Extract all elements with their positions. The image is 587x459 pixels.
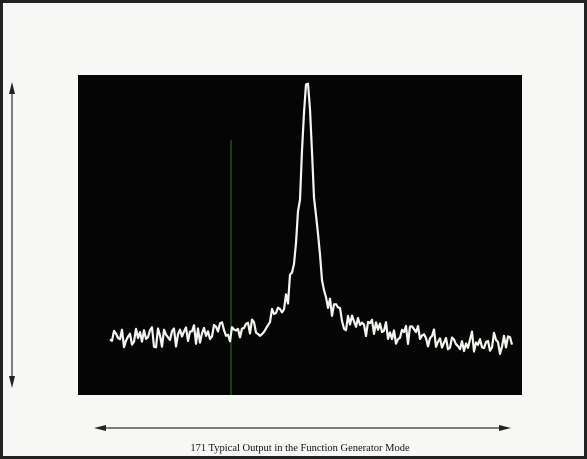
spectrum-trace: [109, 82, 514, 355]
caption: 171 Typical Output in the Function Gener…: [190, 443, 410, 454]
x-arrow-head-right: [499, 425, 511, 431]
photo: [78, 75, 522, 395]
y-arrow-head-up: [9, 82, 15, 94]
x-arrow-head-left: [94, 425, 106, 431]
y-arrow-head-down: [9, 376, 15, 388]
